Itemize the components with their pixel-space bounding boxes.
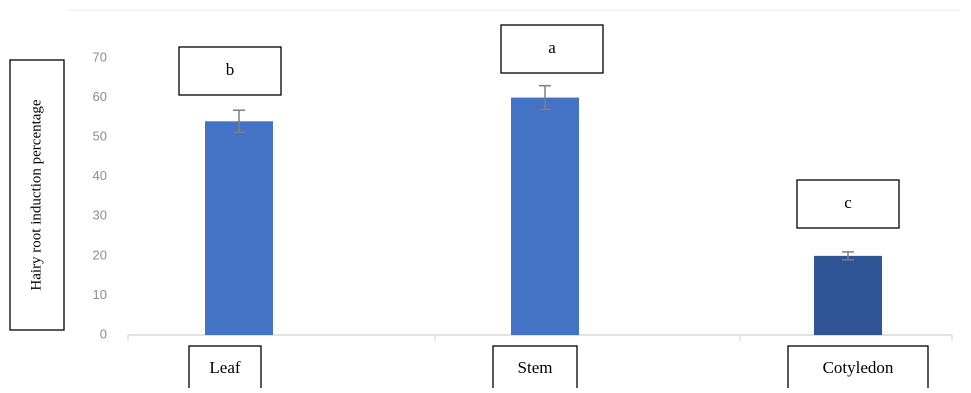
significance-frame-0: [178, 46, 282, 96]
y-tick-label-4: 40: [93, 168, 107, 183]
significance-box-stem: a: [500, 24, 604, 74]
y-axis-label-box: Hairy root induction percentage: [9, 59, 65, 331]
category-frame-0: [188, 345, 262, 391]
significance-letter-0: b: [226, 60, 235, 79]
y-tick-label-5: 50: [93, 129, 107, 144]
bars: [205, 97, 882, 335]
category-frame-1: [492, 345, 578, 391]
category-label-2: Cotyledon: [823, 358, 894, 377]
y-tick-label-3: 30: [93, 208, 107, 223]
y-axis-ticks: 0 10 20 30 40 50 60 70: [93, 49, 107, 341]
y-tick-label-6: 60: [93, 89, 107, 104]
y-tick-label-1: 10: [93, 287, 107, 302]
error-bar-leaf: [233, 109, 245, 134]
significance-box-leaf: b: [178, 46, 282, 96]
significance-box-cotyledon: c: [796, 179, 900, 229]
category-box-leaf: Leaf: [188, 345, 262, 391]
y-axis-label: Hairy root induction percentage: [28, 99, 44, 291]
y-axis-label-frame: [9, 59, 65, 331]
category-frame-2: [787, 345, 929, 391]
y-tick-label-2: 20: [93, 247, 107, 262]
category-label-0: Leaf: [209, 358, 240, 377]
category-labels: Leaf Stem Cotyledon: [188, 345, 929, 391]
category-box-cotyledon: Cotyledon: [787, 345, 929, 391]
error-bar-stem: [539, 84, 551, 111]
significance-labels: b a c: [178, 24, 900, 229]
category-label-1: Stem: [518, 358, 553, 377]
bar-cotyledon: [814, 255, 882, 335]
bar-leaf: [205, 121, 273, 335]
significance-frame-1: [500, 24, 604, 74]
category-box-stem: Stem: [492, 345, 578, 391]
error-bars: [233, 84, 854, 261]
x-axis: [127, 334, 953, 341]
significance-letter-1: a: [548, 38, 556, 57]
significance-letter-2: c: [844, 193, 852, 212]
y-tick-label-0: 0: [100, 326, 107, 341]
y-tick-label-7: 70: [93, 49, 107, 64]
bar-stem: [511, 97, 579, 335]
significance-frame-2: [796, 179, 900, 229]
error-bar-cotyledon: [842, 251, 854, 261]
